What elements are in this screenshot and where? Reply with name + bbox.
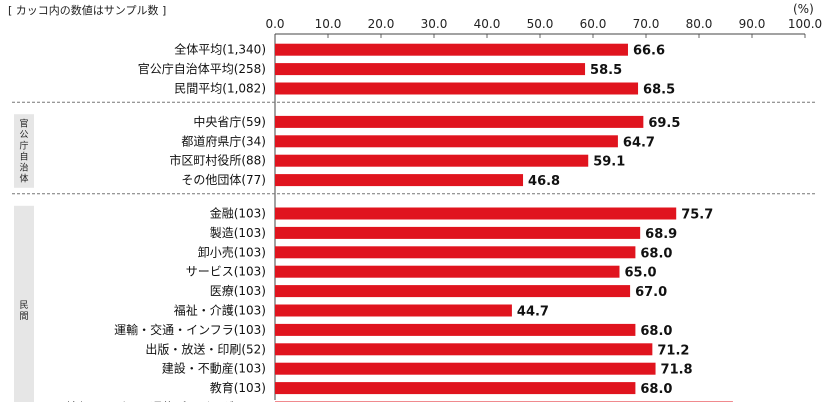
category-label: 情報サービス・通信プロバイダ(103) (66, 400, 266, 402)
x-tick-label: 40.0 (474, 17, 501, 31)
category-label: 出版・放送・印刷(52) (145, 341, 266, 356)
category-label: 金融(103) (210, 206, 266, 221)
category-label: 建設・不動産(103) (162, 361, 266, 376)
category-label: 運輸・交通・インフラ(103) (114, 322, 266, 337)
category-label: 都道府県庁(34) (181, 133, 266, 148)
data-label: 68.0 (640, 246, 672, 261)
group-label-box (14, 205, 34, 402)
category-label: 中央省庁(59) (193, 114, 266, 129)
data-label: 68.9 (645, 227, 677, 242)
category-label: 卸小売(103) (198, 244, 266, 259)
bar (275, 304, 512, 317)
category-label: 全体平均(1,340) (174, 42, 266, 57)
bar (275, 285, 631, 298)
x-tick-label: 10.0 (315, 17, 342, 31)
bar (275, 343, 653, 356)
bar (275, 154, 589, 167)
data-label: 69.5 (648, 116, 680, 131)
category-label: 医療(103) (210, 284, 266, 298)
bar (275, 246, 636, 259)
data-label: 66.6 (633, 44, 665, 59)
x-tick-label: 80.0 (686, 17, 713, 31)
group-label: 民間 (19, 300, 28, 322)
x-tick-label: 100.0 (788, 17, 822, 31)
category-label: 市区町村役所(88) (169, 153, 266, 168)
data-label: 71.8 (661, 363, 693, 378)
bar (275, 382, 636, 395)
data-label: 46.8 (528, 174, 560, 189)
x-tick-label: 90.0 (739, 17, 766, 31)
data-label: 65.0 (625, 266, 657, 281)
data-label: 44.7 (517, 305, 549, 320)
x-tick-label: 50.0 (527, 17, 554, 31)
data-label: 68.0 (640, 324, 672, 339)
x-tick-label: 0.0 (265, 17, 284, 31)
group-label-box (14, 114, 34, 188)
group-label: 官公庁自治体 (19, 118, 28, 185)
data-label: 58.5 (590, 63, 622, 78)
bar (275, 63, 586, 76)
sample-size-note: [ カッコ内の数値はサンプル数 ] (8, 4, 167, 17)
data-label: 68.0 (640, 382, 672, 397)
bar (275, 362, 656, 375)
bar (275, 82, 639, 95)
category-label: 製造(103) (210, 226, 266, 240)
x-tick-label: 20.0 (368, 17, 395, 31)
data-label: 71.2 (657, 343, 689, 358)
category-label: 民間平均(1,082) (174, 82, 266, 96)
bar (275, 226, 641, 239)
x-tick-label: 60.0 (580, 17, 607, 31)
x-tick-label: 70.0 (633, 17, 660, 31)
bar (275, 207, 677, 220)
data-label: 75.7 (681, 208, 713, 223)
data-label: 67.0 (635, 285, 667, 300)
bar (275, 135, 618, 148)
bar (275, 323, 636, 336)
category-label: その他団体(77) (181, 173, 266, 187)
category-label: 福祉・介護(103) (174, 303, 266, 318)
x-tick-label: 30.0 (421, 17, 448, 31)
category-label: 官公庁自治体平均(258) (138, 61, 266, 76)
unit-label: (%) (793, 2, 814, 16)
data-label: 64.7 (623, 135, 655, 150)
category-label: 教育(103) (210, 380, 266, 395)
bar (275, 43, 628, 56)
data-label: 68.5 (643, 83, 675, 98)
category-label: サービス(103) (186, 265, 266, 279)
data-label: 59.1 (593, 155, 625, 170)
bar (275, 115, 644, 128)
bar (275, 174, 524, 187)
bar (275, 265, 620, 278)
